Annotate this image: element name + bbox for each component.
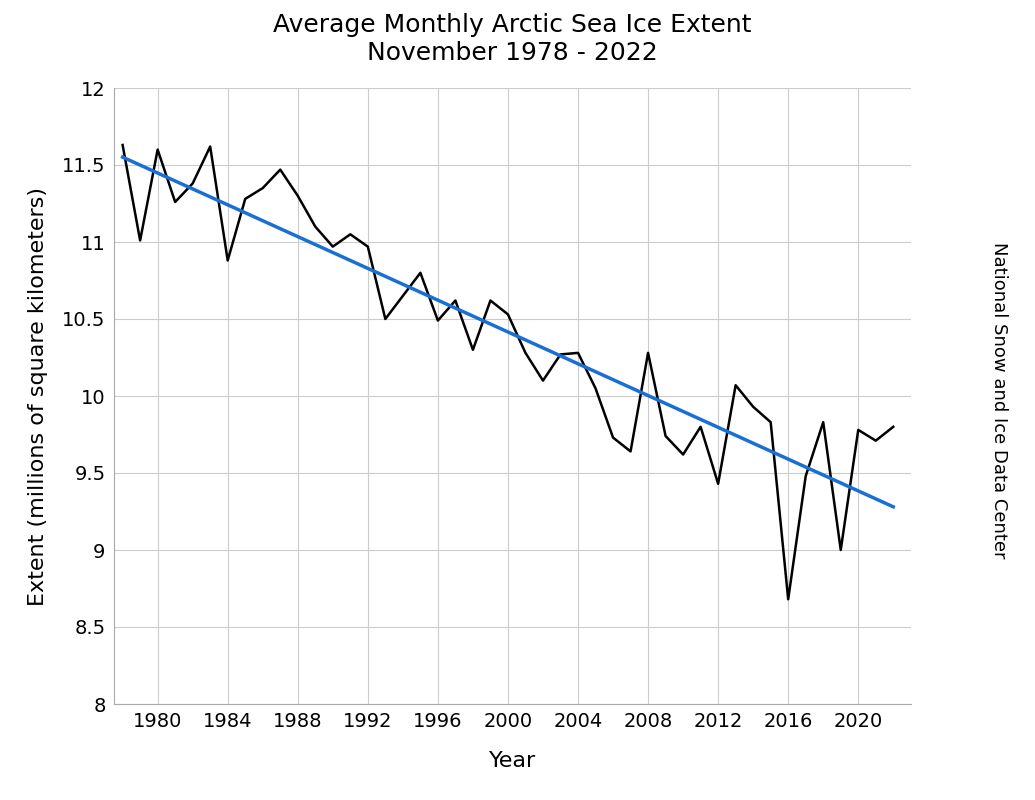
Text: National Snow and Ice Data Center: National Snow and Ice Data Center (989, 242, 1008, 558)
Title: Average Monthly Arctic Sea Ice Extent
November 1978 - 2022: Average Monthly Arctic Sea Ice Extent No… (273, 14, 751, 66)
Y-axis label: Extent (millions of square kilometers): Extent (millions of square kilometers) (28, 186, 49, 606)
X-axis label: Year: Year (489, 750, 536, 770)
